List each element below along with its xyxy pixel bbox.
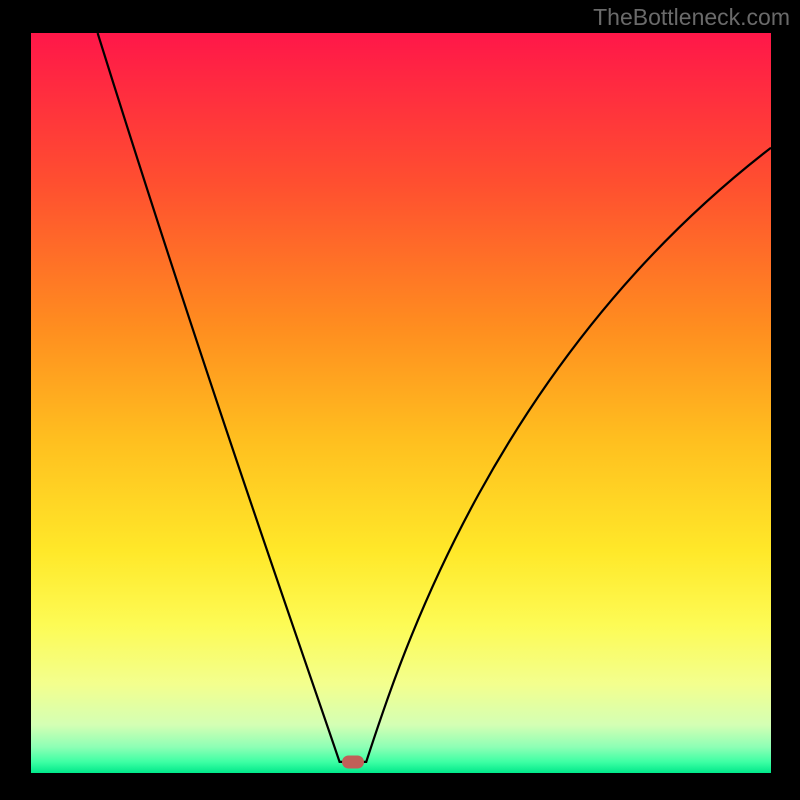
watermark-text: TheBottleneck.com — [593, 4, 790, 31]
plot-area — [31, 33, 771, 773]
optimal-point-marker — [342, 755, 364, 768]
bottleneck-curve — [31, 33, 771, 773]
